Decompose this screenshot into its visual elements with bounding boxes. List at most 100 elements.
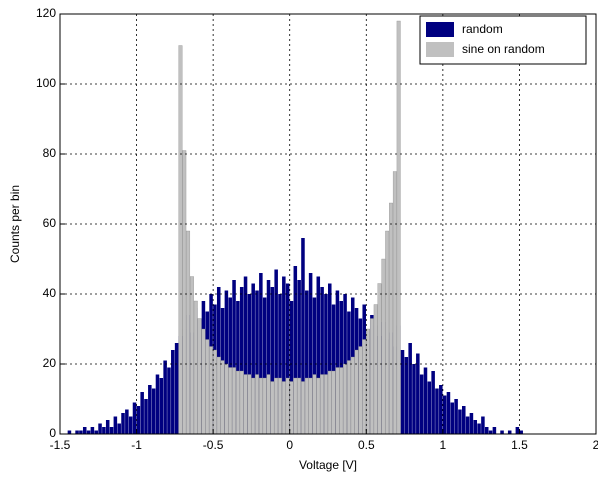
bar <box>389 202 393 435</box>
bar <box>98 423 102 434</box>
bar <box>258 377 263 435</box>
bar <box>373 304 378 435</box>
bar <box>109 427 114 434</box>
bar <box>358 346 363 435</box>
bar <box>312 374 317 435</box>
bar <box>297 280 301 434</box>
bar <box>354 349 359 435</box>
bar <box>281 381 286 435</box>
bar <box>274 377 279 435</box>
bar <box>293 377 298 435</box>
bar <box>285 283 290 434</box>
bar <box>167 367 171 434</box>
bar <box>262 377 267 435</box>
bar <box>316 377 321 435</box>
bar <box>469 413 474 434</box>
y-tick-label: 20 <box>43 356 57 370</box>
bar <box>155 374 160 434</box>
bar <box>381 258 386 435</box>
bar <box>251 377 256 435</box>
bar <box>324 374 328 435</box>
bar <box>243 276 248 434</box>
bar <box>102 427 106 434</box>
bar <box>328 283 332 434</box>
legend: random sine on random <box>419 15 587 65</box>
bar <box>431 371 435 434</box>
bar <box>331 370 336 435</box>
bar <box>163 360 167 434</box>
bar <box>243 374 248 435</box>
y-axis-label: Counts per bin <box>8 185 22 263</box>
x-tick-label: -1 <box>131 438 142 452</box>
y-tick-label: 0 <box>49 426 56 440</box>
bar <box>205 339 210 435</box>
y-tick-label: 100 <box>36 76 56 90</box>
bar <box>301 381 305 435</box>
bar <box>262 297 267 434</box>
bar <box>117 423 121 434</box>
bar <box>247 374 252 435</box>
bar <box>458 409 462 434</box>
y-tick-label: 80 <box>43 146 57 160</box>
bar <box>289 381 294 435</box>
bar <box>266 280 271 434</box>
bar <box>235 370 240 435</box>
bar <box>90 427 95 434</box>
bar <box>105 420 110 434</box>
bar <box>369 318 374 435</box>
bar <box>228 367 233 435</box>
bar <box>212 349 217 435</box>
bar <box>125 409 129 434</box>
bar <box>343 363 347 435</box>
bar <box>331 304 336 434</box>
plot-frame <box>59 13 597 435</box>
x-tick-label: 0 <box>286 438 293 452</box>
bar <box>67 430 72 434</box>
bar <box>385 230 390 435</box>
bar <box>86 430 91 434</box>
bar <box>174 343 179 434</box>
bar <box>232 280 236 434</box>
bar <box>270 287 275 434</box>
bar <box>446 392 451 434</box>
bar <box>473 420 478 434</box>
bar <box>404 357 409 434</box>
bar <box>255 290 259 434</box>
bar <box>270 381 275 435</box>
bar <box>232 367 236 435</box>
bar <box>259 273 263 434</box>
bar <box>171 350 175 434</box>
bar <box>419 374 424 434</box>
bar <box>255 374 259 435</box>
bar <box>132 402 137 434</box>
x-tick-label: -0.5 <box>203 438 224 452</box>
bar <box>301 238 305 434</box>
bar <box>278 294 282 434</box>
bar <box>293 266 298 434</box>
bar <box>193 300 198 435</box>
x-axis-label: Voltage [V] <box>299 458 357 472</box>
bar <box>492 427 497 434</box>
bar <box>201 328 206 435</box>
legend-swatch <box>426 42 454 57</box>
bar <box>151 388 156 434</box>
bar <box>462 406 466 434</box>
bar <box>442 395 447 434</box>
bar <box>140 392 144 434</box>
bar <box>266 374 271 435</box>
bar <box>435 388 439 434</box>
bar <box>519 430 523 434</box>
bar <box>121 413 125 434</box>
bar <box>320 374 325 435</box>
bar <box>251 283 255 434</box>
bar <box>339 367 344 435</box>
bar <box>408 343 412 434</box>
bar <box>450 402 455 434</box>
bar <box>423 367 428 434</box>
bar <box>182 150 187 435</box>
bar <box>82 427 87 434</box>
bar <box>278 377 282 435</box>
bar <box>274 269 278 434</box>
bar <box>507 430 512 434</box>
